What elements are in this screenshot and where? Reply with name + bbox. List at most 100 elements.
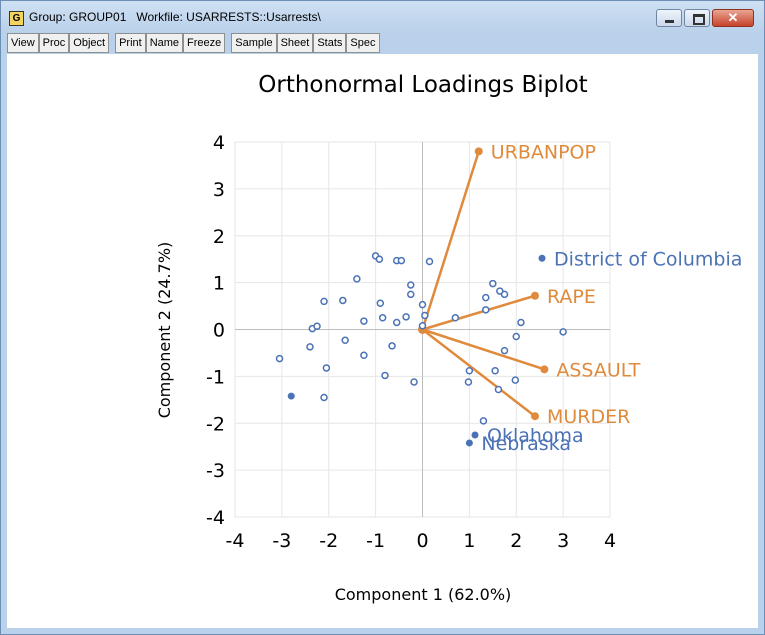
loading-label-urbanpop: URBANPOP [491, 141, 596, 163]
observation-point [464, 378, 473, 386]
observation-point [378, 314, 387, 322]
observation-point [465, 367, 474, 375]
window-controls: ✕ [656, 9, 754, 27]
observation-point [500, 290, 509, 299]
toolbar-button-freeze[interactable]: Freeze [183, 33, 226, 53]
title-bar[interactable]: G Group: GROUP01 Workfile: USARRESTS::Us… [1, 1, 764, 33]
observation-point [375, 255, 384, 263]
y-tick-label: -3 [206, 460, 225, 482]
toolbar-button-spec[interactable]: Spec [346, 33, 380, 53]
observation-point [451, 314, 460, 322]
x-axis-label: Component 1 (62.0%) [335, 585, 512, 604]
observation-point [410, 378, 418, 386]
observation-point [360, 351, 368, 360]
loading-endpoint-urbanpop [474, 147, 483, 156]
x-tick-label: 4 [604, 530, 616, 552]
observation-point [360, 317, 368, 325]
observation-point [407, 290, 415, 299]
observation-point [494, 385, 503, 394]
observation-point [381, 371, 389, 380]
y-tick-label: 0 [213, 320, 225, 342]
observation-point [425, 257, 434, 266]
y-tick-label: -1 [206, 366, 225, 388]
loading-label-rape: RAPE [547, 286, 596, 308]
toolbar: View Proc Object Print Name Freeze Sample Sheet… [7, 33, 380, 53]
observation-point [482, 293, 490, 302]
toolbar-button-proc[interactable]: Proc [38, 33, 70, 53]
observation-point [489, 279, 497, 288]
y-tick-label: -4 [206, 507, 225, 529]
close-button[interactable]: ✕ [712, 9, 754, 27]
observation-point [482, 306, 490, 314]
y-tick-label: 1 [213, 273, 225, 295]
point-labels: URBANPOP RAPE ASSAULT MURDER District of Col… [481, 141, 742, 455]
observation-point [341, 336, 349, 345]
observation-point [491, 367, 499, 375]
y-tick-label: 4 [213, 132, 225, 154]
toolbar-button-view[interactable]: View [7, 33, 39, 53]
loading-endpoint-rape [531, 291, 539, 300]
toolbar-button-print[interactable]: Print [115, 33, 146, 53]
toolbar-button-sample[interactable]: Sample [231, 33, 277, 53]
toolbar-button-name[interactable]: Name [145, 33, 184, 53]
observation-points [275, 252, 567, 447]
observation-point [322, 364, 331, 372]
minimize-button[interactable] [656, 9, 682, 27]
observation-point [392, 318, 401, 327]
loading-label-murder: MURDER [547, 406, 630, 428]
window-title: Group: GROUP01 Workfile: USARRESTS::Usar… [29, 10, 321, 24]
loading-vectors [418, 147, 549, 421]
loading-vector-murder [421, 328, 536, 418]
y-tick-label: 3 [213, 179, 225, 201]
chart-canvas: -4 -3 -2 -1 0 1 2 3 4 -4 -3 -2 -1 0 1 2 3 4 URBANPOP RAPE A… [7, 54, 758, 628]
observation-point [320, 297, 328, 306]
close-icon: ✕ [727, 10, 739, 25]
minimize-icon [665, 20, 674, 23]
x-tick-label: 1 [463, 530, 475, 552]
loading-vector-urbanpop [421, 150, 480, 330]
chart-title: Orthonormal Loadings Biplot [258, 72, 587, 98]
observation-point [275, 354, 284, 363]
loading-endpoint-murder [531, 412, 539, 421]
y-axis-label: Component 2 (24.7%) [155, 242, 174, 419]
observation-point [339, 296, 347, 305]
x-tick-label: -3 [272, 530, 291, 552]
observation-point [511, 376, 520, 384]
point-label: Oklahoma [487, 425, 584, 447]
point-label: Nebraska [481, 433, 571, 455]
observation-point [407, 281, 415, 289]
labeled-point [471, 431, 479, 439]
observation-point [397, 256, 406, 265]
x-tick-label: 0 [416, 530, 428, 552]
biplot-chart: -4 -3 -2 -1 0 1 2 3 4 -4 -3 -2 -1 0 1 2 3 4 URBANPOP RAPE A… [155, 72, 742, 604]
highlight-point [287, 392, 295, 400]
observation-point [418, 300, 427, 309]
observation-point [306, 343, 314, 351]
maximize-button[interactable] [684, 9, 710, 27]
loading-endpoint-assault [540, 365, 549, 374]
observation-point [320, 393, 328, 402]
toolbar-button-sheet[interactable]: Sheet [276, 33, 314, 53]
y-tick-label: 2 [213, 226, 225, 248]
observation-point [418, 322, 427, 330]
x-tick-label: 3 [557, 530, 569, 552]
tick-labels: -4 -3 -2 -1 0 1 2 3 4 -4 -3 -2 -1 0 1 2 3 4 [206, 132, 616, 552]
loading-vector-assault [422, 328, 545, 371]
observation-point [313, 322, 321, 330]
toolbar-button-stats[interactable]: Stats [313, 33, 347, 53]
observation-point [402, 313, 410, 321]
x-tick-label: 2 [510, 530, 522, 552]
labeled-point [465, 439, 473, 447]
observation-point [559, 328, 567, 336]
point-label: District of Columbia [554, 248, 742, 270]
y-tick-label: -2 [206, 413, 225, 435]
observation-point [388, 342, 396, 350]
loading-vector-rape [422, 294, 536, 331]
x-tick-label: -1 [366, 530, 385, 552]
x-tick-label: -2 [319, 530, 338, 552]
observation-point [512, 332, 520, 341]
loading-label-assault: ASSAULT [556, 359, 640, 381]
group-app-icon: G [9, 11, 24, 26]
observation-point [500, 346, 509, 355]
toolbar-button-object[interactable]: Object [69, 33, 110, 53]
